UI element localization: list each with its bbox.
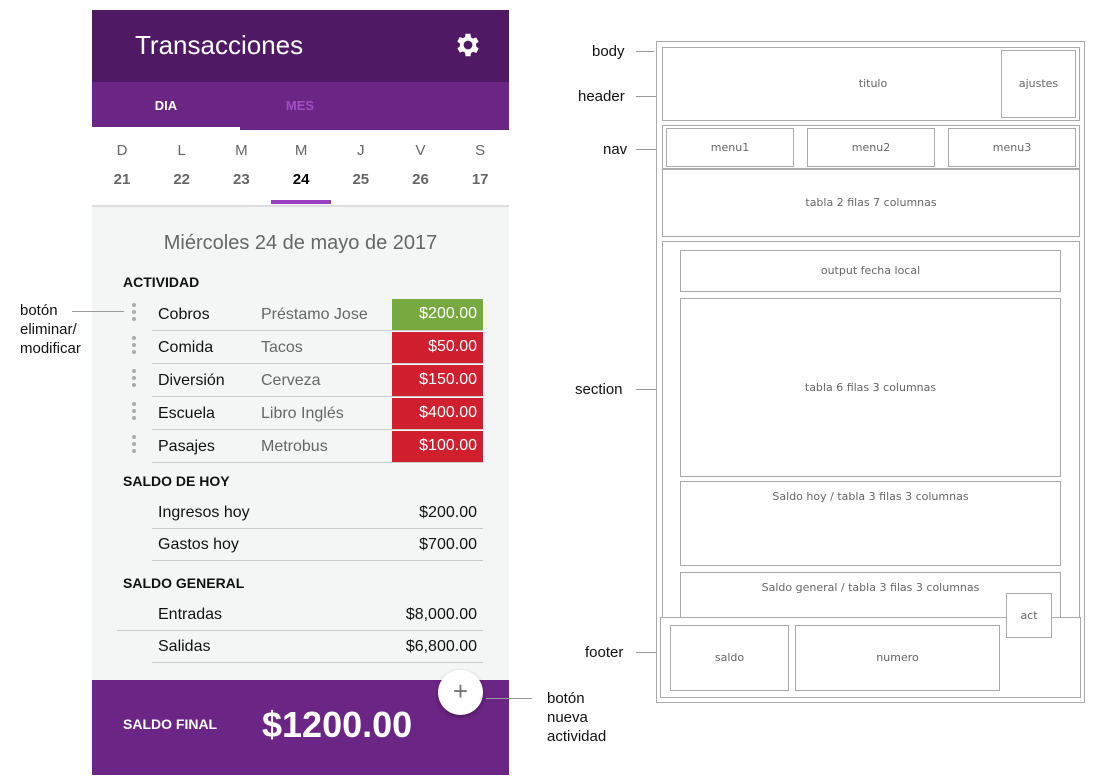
calendar-day[interactable]: M 23 <box>211 130 271 188</box>
arrow <box>636 149 658 150</box>
activity-amount: $200.00 <box>392 299 483 330</box>
calendar-day[interactable]: M 24 <box>271 130 332 204</box>
summary-value: $6,800.00 <box>405 638 477 655</box>
saldo-final-label: SALDO FINAL <box>123 716 218 732</box>
annotation-section: section <box>575 381 623 398</box>
wf-numero: numero <box>795 625 1000 691</box>
wf-menu3: menu3 <box>948 128 1076 167</box>
activity-row[interactable]: Pasajes Metrobus $100.00 <box>152 431 483 463</box>
activity-amount: $100.00 <box>392 431 483 462</box>
section-title-actividad: ACTIVIDAD <box>123 274 200 290</box>
calendar-day[interactable]: L 22 <box>152 130 212 188</box>
summary-value: $700.00 <box>419 536 477 553</box>
activity-category: Comida <box>158 339 214 356</box>
calendar-day[interactable]: D 21 <box>92 130 152 188</box>
more-vert-icon[interactable] <box>132 336 136 356</box>
calendar-day[interactable]: V 26 <box>391 130 451 188</box>
saldo-final-value: $1200.00 <box>262 704 413 745</box>
section-title-saldo-hoy: SALDO DE HOY <box>123 473 230 489</box>
summary-value: $8,000.00 <box>405 606 477 623</box>
section-title-saldo-general: SALDO GENERAL <box>123 575 245 591</box>
activity-category: Diversión <box>158 372 225 389</box>
day-letter: M <box>235 142 248 159</box>
day-letter: J <box>357 142 365 159</box>
wf-titulo: titulo <box>858 77 888 90</box>
more-vert-icon[interactable] <box>132 435 136 455</box>
activity-description: Préstamo Jose <box>261 306 368 323</box>
summary-label: Salidas <box>158 638 211 655</box>
summary-row: Ingresos hoy $200.00 <box>152 497 483 529</box>
day-letter: D <box>116 142 128 159</box>
wf-act: act <box>1006 593 1052 638</box>
day-number: 22 <box>173 171 191 188</box>
calendar-day[interactable]: J 25 <box>331 130 391 188</box>
more-vert-icon[interactable] <box>132 402 136 422</box>
annotation-nav: nav <box>603 141 628 158</box>
arrow <box>636 652 658 653</box>
wf-saldo: saldo <box>670 625 789 691</box>
activity-row[interactable]: Cobros Préstamo Jose $200.00 <box>152 299 483 331</box>
tab-mes[interactable]: MES <box>285 98 315 113</box>
day-letter: L <box>177 142 186 159</box>
arrow <box>636 51 654 52</box>
wf-menu2: menu2 <box>807 128 935 167</box>
summary-value: $200.00 <box>419 504 477 521</box>
activity-row[interactable]: Escuela Libro Inglés $400.00 <box>152 398 483 430</box>
day-number: 23 <box>233 171 250 188</box>
annotation-header: header <box>578 88 625 105</box>
activity-description: Metrobus <box>261 438 328 455</box>
annotation-delete-button: botón eliminar/modificar <box>20 302 81 357</box>
wf-activity-table: tabla 6 filas 3 columnas <box>680 298 1061 477</box>
wf-menu1: menu1 <box>666 128 794 167</box>
day-letter: S <box>475 142 486 159</box>
summary-row: Gastos hoy $700.00 <box>152 529 483 561</box>
activity-category: Escuela <box>158 405 215 422</box>
tab-dia[interactable]: DIA <box>92 82 240 130</box>
activity-category: Cobros <box>158 306 210 323</box>
app-mockup: Transacciones DIA MES D 21 L 22 M 23 M 24 J 25 V 26… <box>92 10 509 775</box>
activity-amount: $400.00 <box>392 398 483 429</box>
activity-amount: $50.00 <box>392 332 483 363</box>
annotation-body: body <box>592 43 625 60</box>
summary-label: Ingresos hoy <box>158 504 250 521</box>
arrow <box>636 389 658 390</box>
arrow <box>72 311 124 312</box>
summary-row: Entradas $8,000.00 <box>117 599 483 631</box>
more-vert-icon[interactable] <box>132 369 136 389</box>
activity-category: Pasajes <box>158 438 215 455</box>
date-heading: Miércoles 24 de mayo de 2017 <box>163 232 438 254</box>
activity-amount: $150.00 <box>392 365 483 396</box>
week-calendar: D 21 L 22 M 23 M 24 J 25 V 26 S 17 <box>92 130 509 207</box>
app-header: Transacciones <box>92 10 509 82</box>
day-number: 24 <box>292 171 310 188</box>
day-number: 26 <box>412 171 429 188</box>
activity-description: Libro Inglés <box>261 405 344 422</box>
annotation-footer: footer <box>585 644 624 661</box>
activity-description: Tacos <box>261 339 303 356</box>
activity-description: Cerveza <box>261 372 321 389</box>
arrow <box>636 96 658 97</box>
wf-ajustes: ajustes <box>1001 50 1076 118</box>
wf-saldo-hoy: Saldo hoy / tabla 3 filas 3 columnas <box>680 481 1061 566</box>
tab-bar: DIA MES <box>92 82 509 130</box>
activity-row[interactable]: Diversión Cerveza $150.00 <box>152 365 483 397</box>
wf-week-table: tabla 2 filas 7 columnas <box>662 169 1080 237</box>
arrow <box>486 698 532 699</box>
gear-icon[interactable] <box>453 30 483 60</box>
day-letter: V <box>415 142 426 159</box>
wf-fecha: output fecha local <box>680 250 1061 292</box>
summary-row: Salidas $6,800.00 <box>152 631 483 663</box>
day-number: 21 <box>113 171 131 188</box>
activity-row[interactable]: Comida Tacos $50.00 <box>152 332 483 364</box>
summary-label: Gastos hoy <box>158 536 239 553</box>
day-number: 25 <box>352 171 370 188</box>
annotation-new-button: botón nueva actividad <box>547 690 607 745</box>
more-vert-icon[interactable] <box>132 303 136 323</box>
calendar-day[interactable]: S 17 <box>450 130 509 188</box>
day-letter: M <box>294 142 308 159</box>
day-number: 17 <box>471 171 489 188</box>
summary-label: Entradas <box>158 606 223 623</box>
page-title: Transacciones <box>135 30 304 60</box>
add-activity-button[interactable]: + <box>438 670 483 715</box>
